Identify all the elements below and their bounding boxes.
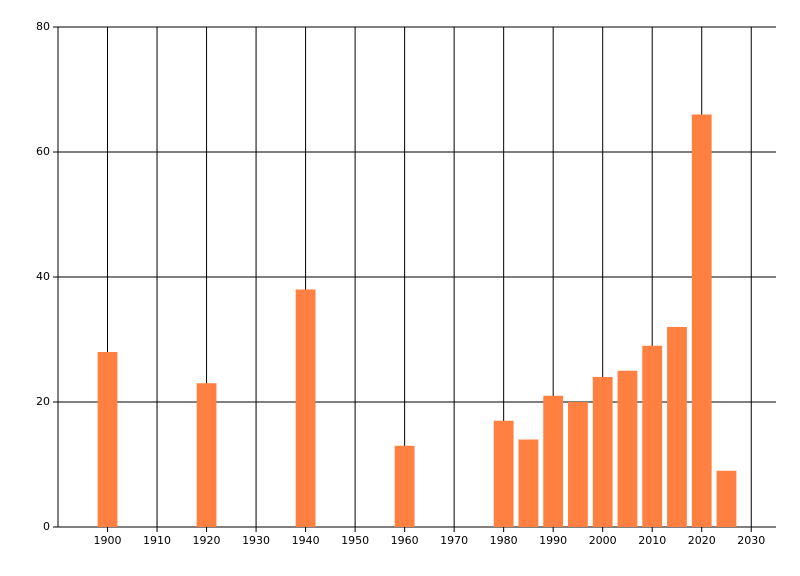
bar — [592, 377, 613, 527]
y-tick-label: 40 — [36, 270, 50, 283]
y-tick-label: 0 — [43, 520, 50, 533]
bar — [617, 370, 638, 527]
bar — [295, 289, 316, 527]
bar — [568, 402, 588, 527]
bar — [196, 383, 217, 527]
x-tick-label: 2030 — [737, 534, 765, 547]
bar — [667, 327, 687, 527]
y-tick-label: 20 — [36, 395, 50, 408]
x-tick-label: 1920 — [193, 534, 221, 547]
bar — [493, 420, 514, 527]
x-tick-label: 1970 — [440, 534, 468, 547]
y-tick-label: 80 — [36, 20, 50, 33]
bar — [394, 445, 415, 527]
x-tick-label: 1980 — [490, 534, 518, 547]
x-tick-label: 1940 — [292, 534, 320, 547]
bar — [518, 439, 539, 527]
bar — [691, 114, 712, 527]
x-tick-label: 1950 — [341, 534, 369, 547]
x-tick-label: 1900 — [94, 534, 122, 547]
x-tick-label: 1910 — [143, 534, 171, 547]
x-tick-label: 2020 — [688, 534, 716, 547]
x-tick-label: 2000 — [589, 534, 617, 547]
x-tick-label: 1960 — [391, 534, 419, 547]
bar — [97, 352, 118, 527]
x-tick-label: 1930 — [242, 534, 270, 547]
bar — [642, 345, 663, 527]
y-tick-label: 60 — [36, 145, 50, 158]
x-tick-label: 1990 — [539, 534, 567, 547]
bar — [716, 470, 737, 527]
x-tick-label: 2010 — [638, 534, 666, 547]
bar — [543, 395, 564, 527]
